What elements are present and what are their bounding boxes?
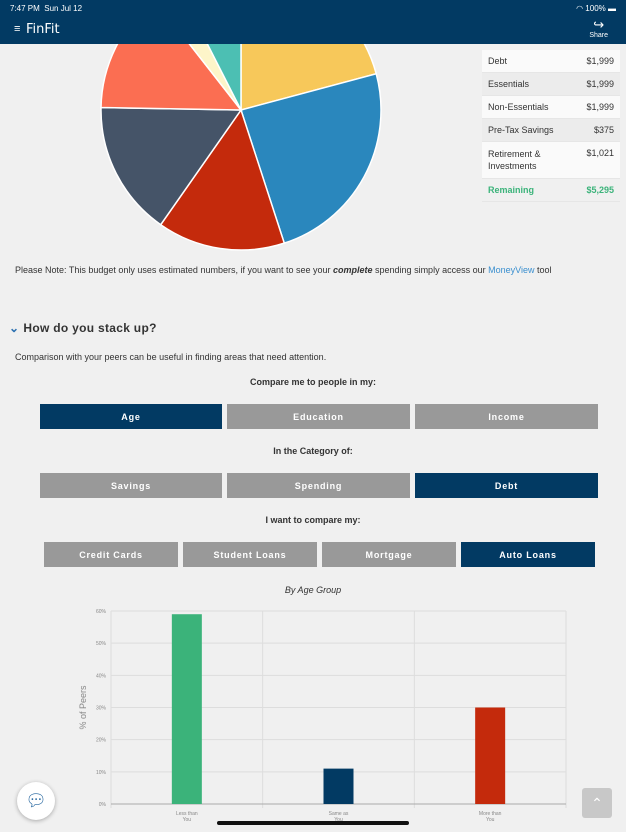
share-arrow-icon: ↪ (593, 17, 605, 32)
y-tick-label: 30% (96, 706, 107, 712)
x-tick-label: You (183, 817, 192, 823)
pie-slice (240, 72, 382, 245)
summary-row: Debt $1,999 (482, 50, 620, 73)
summary-row: Non-Essentials $1,999 (482, 96, 620, 119)
pie-slice (159, 108, 286, 251)
pie-slice (240, 44, 378, 111)
pie-slice (100, 44, 243, 111)
x-tick-label: Less than (176, 811, 198, 817)
chart-title: By Age Group (284, 585, 342, 595)
chat-bubble-icon: 💬︎ (25, 791, 47, 810)
x-tick-label: You (334, 817, 343, 823)
hamburger-icon[interactable]: ≡ (14, 23, 21, 35)
y-tick-label: 60% (96, 609, 107, 615)
x-tick-label: You (486, 817, 495, 823)
category-spending-button[interactable]: Spending (227, 473, 410, 498)
section-intro: Comparison with your peers can be useful… (15, 352, 327, 362)
compare-age-button[interactable]: Age (40, 404, 222, 429)
compare-income-button[interactable]: Income (415, 404, 598, 429)
share-button[interactable]: ↪ Share (589, 17, 608, 40)
y-tick-label: 0% (99, 802, 107, 808)
bar (171, 614, 202, 804)
y-tick-label: 50% (96, 641, 107, 647)
y-axis-label: % of Peers (78, 685, 88, 730)
battery-status: ◠ 100% ▬ (576, 3, 616, 13)
bar (323, 768, 354, 804)
status-bar: 7:47 PM Sun Jul 12 ◠ 100% ▬ (0, 0, 626, 16)
app-header: ≡ FinFit ↪ Share (0, 16, 626, 44)
credit-cards-button[interactable]: Credit Cards (44, 542, 178, 567)
category-savings-button[interactable]: Savings (40, 473, 222, 498)
summary-row-remaining: Remaining $5,295 (482, 179, 620, 202)
category-debt-button[interactable]: Debt (415, 473, 598, 498)
student-loans-button[interactable]: Student Loans (183, 542, 317, 567)
compare-my-label: I want to compare my: (265, 515, 361, 525)
mortgage-button[interactable]: Mortgage (322, 542, 456, 567)
bar (475, 707, 506, 804)
compare-education-button[interactable]: Education (227, 404, 410, 429)
budget-summary-table: Debt $1,999 Essentials $1,999 Non-Essentia… (482, 50, 620, 202)
category-label: In the Category of: (273, 446, 353, 456)
summary-row: Retirement & Investments $1,021 (482, 142, 620, 179)
budget-pie-chart (100, 44, 382, 251)
scroll-to-top-button[interactable]: ⌃ (582, 788, 612, 818)
chevron-down-icon: ⌄ (9, 321, 20, 335)
chevron-up-icon: ⌃ (591, 794, 603, 811)
summary-row: Pre-Tax Savings $375 (482, 119, 620, 142)
pie-slice (206, 44, 242, 111)
summary-row: Essentials $1,999 (482, 73, 620, 96)
auto-loans-button[interactable]: Auto Loans (461, 542, 595, 567)
budget-note: Please Note: This budget only uses estim… (15, 265, 552, 275)
section-toggle[interactable]: ⌄ How do you stack up? (9, 321, 157, 335)
home-indicator (217, 821, 409, 825)
x-tick-label: Same as (329, 811, 349, 817)
pie-slice (100, 106, 243, 226)
y-tick-label: 10% (96, 770, 107, 776)
chat-button[interactable]: 💬︎ (17, 782, 55, 820)
moneyview-link[interactable]: MoneyView (488, 265, 535, 275)
x-tick-label: More than (479, 811, 502, 817)
y-tick-label: 40% (96, 673, 107, 679)
compare-label: Compare me to people in my: (249, 377, 377, 387)
status-time: 7:47 PM Sun Jul 12 (10, 3, 83, 13)
app-logo[interactable]: FinFit (26, 22, 60, 37)
y-tick-label: 20% (96, 738, 107, 744)
